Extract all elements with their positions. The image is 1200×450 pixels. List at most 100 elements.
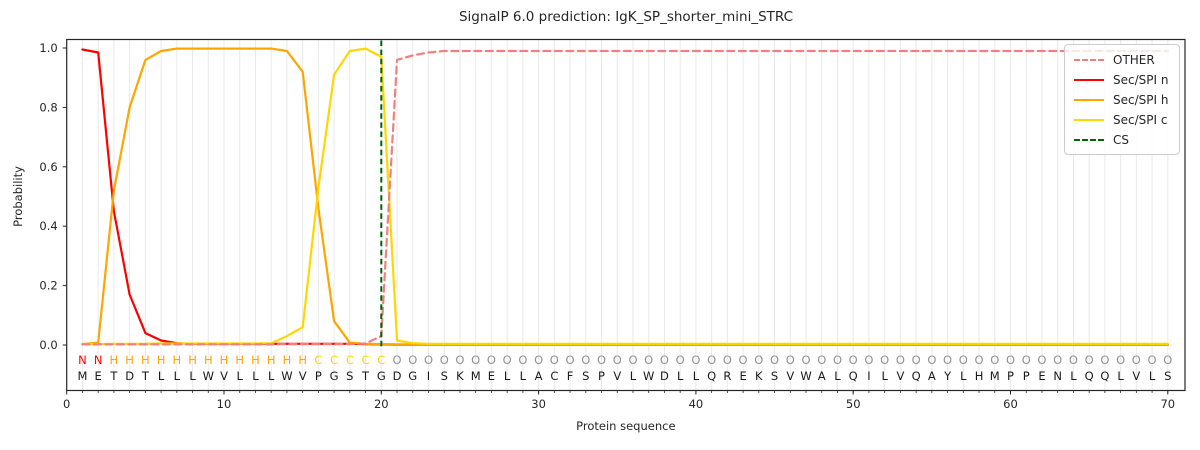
- region-label-letter: O: [943, 353, 952, 367]
- series-line-sec-spi-c: [81, 47, 1169, 346]
- region-label-letter: O: [660, 353, 669, 367]
- x-tick-label: 70: [1160, 397, 1175, 411]
- y-tick-label: 1.0: [39, 41, 57, 55]
- region-label-letter: H: [251, 353, 260, 367]
- sequence-letter: L: [158, 369, 165, 383]
- legend-item-cs: CS: [1074, 133, 1170, 147]
- region-label-letter: O: [644, 353, 653, 367]
- region-label-letter: O: [534, 353, 543, 367]
- sequence-letter: L: [237, 369, 244, 383]
- region-label-letter: O: [581, 353, 590, 367]
- sequence-letter: P: [598, 369, 605, 383]
- sequence-letter: L: [960, 369, 967, 383]
- y-tick-label: 0.2: [39, 279, 57, 293]
- region-label-letter: O: [1053, 353, 1062, 367]
- sequence-letter: G: [330, 369, 339, 383]
- sequence-letter: W: [800, 369, 811, 383]
- sequence-letter: P: [1007, 369, 1014, 383]
- x-tick-label: 20: [374, 397, 389, 411]
- sequence-letter: Q: [849, 369, 858, 383]
- region-label-letter: H: [172, 353, 181, 367]
- sequence-letter: S: [346, 369, 353, 383]
- region-label-letter: O: [597, 353, 606, 367]
- region-label-letter: O: [833, 353, 842, 367]
- sequence-letter: V: [613, 369, 621, 383]
- region-label-letter: O: [1132, 353, 1141, 367]
- region-label-letter: O: [1116, 353, 1125, 367]
- sequence-letter: L: [189, 369, 196, 383]
- region-label-letter: H: [110, 353, 119, 367]
- region-label-letter: O: [487, 353, 496, 367]
- y-tick-label: 0.6: [39, 160, 57, 174]
- sequence-letter: A: [818, 369, 826, 383]
- cs-dashed-line-sample: [1074, 138, 1104, 141]
- x-tick-label: 30: [531, 397, 546, 411]
- sequence-letter: D: [393, 369, 402, 383]
- y-tick-label: 0.0: [39, 338, 57, 352]
- x-tick-label: 50: [846, 397, 861, 411]
- sequence-letter: I: [427, 369, 430, 383]
- region-label-letter: H: [141, 353, 150, 367]
- region-label-letter: H: [157, 353, 166, 367]
- x-tick-label: 40: [689, 397, 704, 411]
- region-label-letter: H: [235, 353, 244, 367]
- x-tick-label: 60: [1003, 397, 1018, 411]
- sequence-letter: W: [203, 369, 214, 383]
- sequence-letter: W: [281, 369, 292, 383]
- sequence-letter: S: [771, 369, 778, 383]
- region-label-letter: H: [298, 353, 307, 367]
- sequence-letter: L: [520, 369, 527, 383]
- region-label-letter: O: [786, 353, 795, 367]
- sequence-letter: L: [174, 369, 181, 383]
- axes-border: [66, 38, 1186, 392]
- region-label-letter: O: [1069, 353, 1078, 367]
- legend-item-sec-spi-c: Sec/SPI c: [1074, 113, 1170, 127]
- sequence-letter: L: [1117, 369, 1124, 383]
- legend-label: Sec/SPI n: [1113, 72, 1169, 87]
- sequence-letter: R: [723, 369, 731, 383]
- sequence-letter: L: [1070, 369, 1077, 383]
- region-label-letter: N: [94, 353, 103, 367]
- region-label-letter: C: [330, 353, 338, 367]
- region-label-letter: N: [78, 353, 87, 367]
- sec-spi-n-line-sample: [1074, 78, 1104, 81]
- sequence-letter: C: [550, 369, 558, 383]
- region-label-letter: H: [125, 353, 134, 367]
- sequence-letter: K: [755, 369, 763, 383]
- sequence-letter: Q: [1100, 369, 1109, 383]
- region-label-letter: O: [550, 353, 559, 367]
- region-label-letter: O: [1085, 353, 1094, 367]
- sequence-letter: V: [1132, 369, 1140, 383]
- legend: OTHER Sec/SPI n Sec/SPI h Sec/SPI c CS: [1064, 44, 1180, 155]
- sequence-letter: L: [677, 369, 684, 383]
- sequence-letter: I: [867, 369, 870, 383]
- region-label-letter: H: [204, 353, 213, 367]
- region-label-letter: O: [927, 353, 936, 367]
- sequence-letter: M: [77, 369, 87, 383]
- region-label-letter: O: [754, 353, 763, 367]
- region-label-letter: O: [990, 353, 999, 367]
- other-dashed-line-sample: [1074, 58, 1104, 61]
- sec-spi-h-line-sample: [1074, 98, 1104, 101]
- region-label-letter: O: [707, 353, 716, 367]
- region-label-letter: O: [440, 353, 449, 367]
- sequence-letter: A: [928, 369, 936, 383]
- chart-title: SignalP 6.0 prediction: IgK_SP_shorter_m…: [458, 9, 794, 25]
- x-axis-label: Protein sequence: [576, 419, 675, 433]
- region-label-letter: O: [739, 353, 748, 367]
- legend-item-other: OTHER: [1074, 53, 1170, 67]
- sequence-letter: L: [504, 369, 511, 383]
- region-label-letter: O: [613, 353, 622, 367]
- sequence-letter: E: [739, 369, 746, 383]
- region-label-letter: C: [346, 353, 354, 367]
- sequence-letter: P: [315, 369, 322, 383]
- series-line-other: [81, 49, 1169, 346]
- sequence-letter: N: [1053, 369, 1062, 383]
- region-label-letter: O: [566, 353, 575, 367]
- sequence-letter: M: [990, 369, 1000, 383]
- region-label-letter: H: [267, 353, 276, 367]
- region-label-letter: O: [676, 353, 685, 367]
- region-label-letter: C: [314, 353, 322, 367]
- region-label-letter: H: [283, 353, 292, 367]
